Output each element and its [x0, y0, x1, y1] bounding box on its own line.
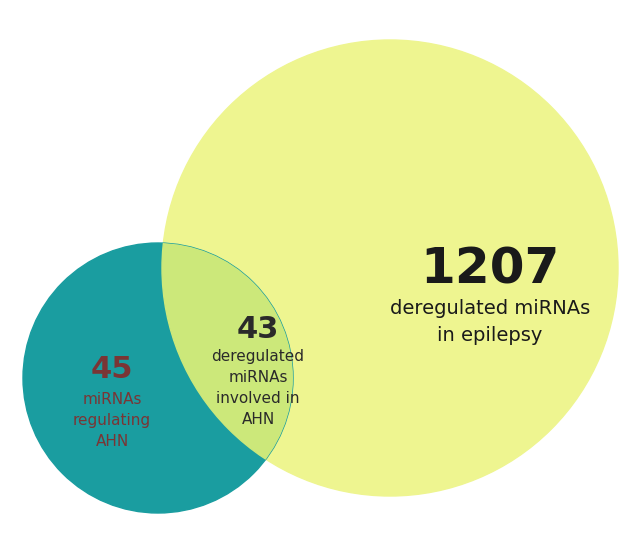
Circle shape — [162, 40, 618, 496]
Text: miRNAs
regulating
AHN: miRNAs regulating AHN — [73, 392, 151, 448]
Text: 45: 45 — [91, 355, 133, 385]
Text: 43: 43 — [237, 316, 279, 345]
Text: deregulated
miRNAs
involved in
AHN: deregulated miRNAs involved in AHN — [211, 349, 305, 427]
Circle shape — [162, 40, 618, 496]
Text: 1207: 1207 — [420, 246, 560, 294]
Text: deregulated miRNAs
in epilepsy: deregulated miRNAs in epilepsy — [390, 299, 590, 345]
Circle shape — [23, 243, 293, 513]
